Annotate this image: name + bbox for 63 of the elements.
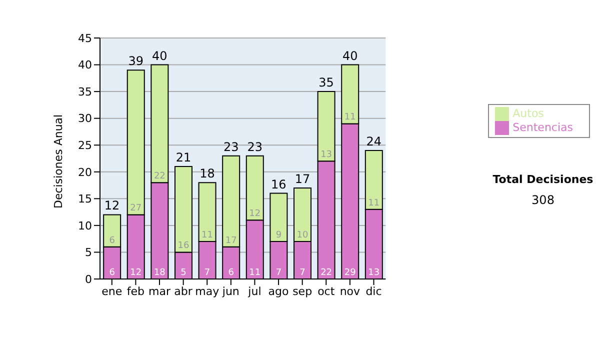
text: Total Decisiones xyxy=(492,173,594,186)
x-tick-label: mar xyxy=(148,284,171,298)
data-label: 10 xyxy=(296,230,308,241)
total-label: 21 xyxy=(176,150,192,165)
x-tick-label: feb xyxy=(126,284,145,298)
total-label: 24 xyxy=(366,134,382,148)
data-label: 7 xyxy=(300,268,306,278)
data-label: 17 xyxy=(225,236,237,246)
legend-label: Sentencias xyxy=(512,121,573,134)
data-label: 22 xyxy=(154,172,166,182)
x-tick-label: nov xyxy=(340,284,361,298)
total-label: 23 xyxy=(247,140,263,154)
x-tick-label: oct xyxy=(318,284,336,298)
data-label: 11 xyxy=(368,198,380,208)
y-axis-title: Decisiones Anual xyxy=(52,114,65,208)
data-label: 11 xyxy=(202,230,214,241)
data-label: 13 xyxy=(368,268,380,278)
y-tick-label: 10 xyxy=(78,219,92,232)
data-label: 16 xyxy=(178,241,190,252)
total-label: 16 xyxy=(271,177,286,192)
data-label: 13 xyxy=(320,150,332,160)
data-label: 6 xyxy=(109,268,116,278)
total-label: 40 xyxy=(152,48,168,63)
total-label: 40 xyxy=(342,48,358,63)
text: 308 xyxy=(530,193,556,207)
total-label: 12 xyxy=(104,198,120,213)
data-label: 11 xyxy=(249,268,261,278)
x-tick-label: sep xyxy=(292,284,312,298)
x-tick-label: dic xyxy=(366,284,382,298)
data-label: 29 xyxy=(344,268,356,278)
y-tick-label: 40 xyxy=(78,58,92,72)
y-tick-label: 35 xyxy=(78,85,92,98)
x-tick-label: ene xyxy=(102,284,122,298)
data-label: 7 xyxy=(204,268,210,278)
x-tick-label: may xyxy=(195,284,220,298)
data-label: 7 xyxy=(276,268,282,278)
legend-label: Autos xyxy=(512,107,544,120)
data-label: 18 xyxy=(154,268,166,278)
y-tick-label: 0 xyxy=(85,272,92,286)
y-tick-label: 5 xyxy=(85,246,92,260)
y-tick-label: 15 xyxy=(78,192,92,206)
data-label: 5 xyxy=(180,268,186,278)
y-tick-label: 25 xyxy=(78,139,92,152)
y-tick-label: 30 xyxy=(78,112,92,126)
data-label: 6 xyxy=(109,236,116,246)
x-tick-label: ago xyxy=(268,284,290,298)
x-tick-label: jul xyxy=(247,284,262,298)
data-label: 9 xyxy=(276,230,282,241)
x-tick-label: abr xyxy=(174,284,193,298)
x-tick-label: jun xyxy=(221,284,240,298)
data-label: 11 xyxy=(344,112,356,123)
y-tick-label: 45 xyxy=(78,32,92,45)
data-label: 12 xyxy=(130,268,142,278)
total-label: 23 xyxy=(223,140,239,154)
data-label: 6 xyxy=(228,268,234,278)
data-label: 27 xyxy=(130,204,142,214)
total-label: 35 xyxy=(318,76,334,90)
total-label: 17 xyxy=(294,172,310,186)
total-label: 39 xyxy=(128,54,144,68)
data-label: 22 xyxy=(320,268,332,278)
total-label: 18 xyxy=(200,166,215,181)
y-tick-label: 20 xyxy=(78,166,92,179)
data-label: 12 xyxy=(249,209,261,220)
